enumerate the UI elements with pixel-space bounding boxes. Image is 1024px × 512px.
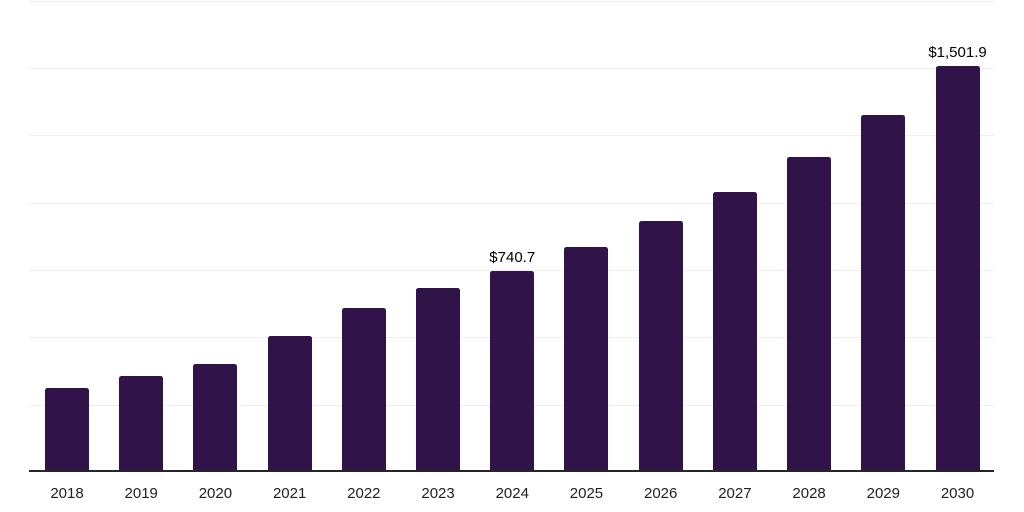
x-tick-label-2023: 2023 [421, 485, 455, 502]
x-axis-line [29, 470, 994, 472]
bar-2022 [341, 307, 386, 470]
x-tick-label-2029: 2029 [866, 485, 900, 502]
bar-2021 [267, 335, 312, 470]
bar-2024 [490, 270, 535, 470]
value-label-2030: $1,501.9 [928, 43, 987, 61]
x-tick-label-2025: 2025 [569, 485, 604, 502]
x-tick-label-2028: 2028 [792, 485, 826, 502]
bar-2027 [712, 191, 757, 470]
gridline [29, 0, 994, 2]
bar-2029 [861, 114, 906, 470]
x-tick-label-2030: 2030 [940, 485, 975, 502]
bar-2019 [119, 376, 164, 470]
gridline [29, 68, 994, 70]
x-tick-label-2027: 2027 [718, 485, 752, 502]
bar-2020 [193, 363, 238, 470]
gridline [29, 202, 994, 204]
bar-2028 [787, 156, 832, 470]
bar-2025 [564, 247, 609, 470]
x-tick-label-2026: 2026 [643, 485, 678, 502]
x-tick-label-2024: 2024 [495, 485, 529, 502]
bar-2030 [935, 65, 980, 470]
value-label-2024: $740.7 [489, 248, 536, 266]
x-tick-label-2019: 2019 [124, 485, 158, 502]
bar-2026 [638, 221, 683, 470]
bar-2018 [45, 387, 89, 470]
x-tick-label-2021: 2021 [272, 485, 307, 502]
x-tick-label-2022: 2022 [347, 485, 381, 502]
gridline [29, 135, 994, 137]
x-tick-label-2018: 2018 [50, 485, 84, 502]
bar-2023 [416, 288, 461, 470]
x-tick-label-2020: 2020 [198, 485, 233, 502]
